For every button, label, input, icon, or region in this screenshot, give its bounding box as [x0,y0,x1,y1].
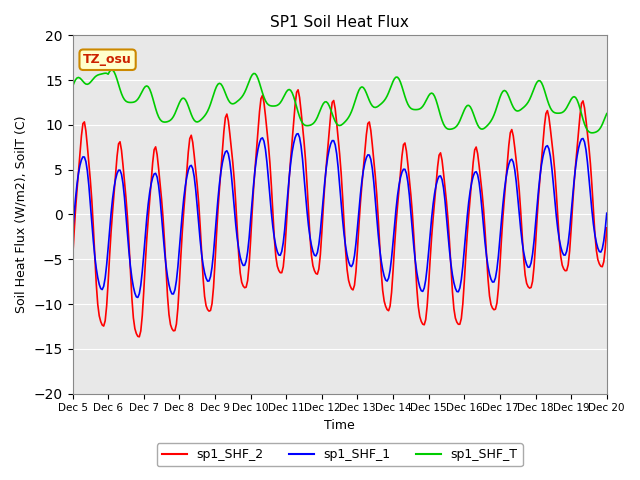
sp1_SHF_2 [406,177,413,182]
sp1_SHF_1 [134,295,141,300]
sp1_SHF_2 [84,144,92,149]
sp1_SHF_2 [294,87,302,93]
sp1_SHF_T [68,84,76,90]
sp1_SHF_2 [68,258,76,264]
sp1_SHF_T [108,67,115,73]
sp1_SHF_T [392,74,400,80]
sp1_SHF_1 [68,231,76,237]
sp1_SHF_T [374,103,382,109]
sp1_SHF_2 [136,334,143,340]
sp1_SHF_1 [394,193,401,199]
sp1_SHF_T [170,114,177,120]
sp1_SHF_T [603,111,611,117]
sp1_SHF_2 [376,243,383,249]
sp1_SHF_1 [376,246,383,252]
Line: sp1_SHF_1: sp1_SHF_1 [72,134,607,298]
sp1_SHF_1 [170,291,177,297]
sp1_SHF_2 [541,123,548,129]
Line: sp1_SHF_2: sp1_SHF_2 [72,90,607,337]
sp1_SHF_T [84,82,92,87]
Text: TZ_osu: TZ_osu [83,53,132,66]
sp1_SHF_T [539,83,547,89]
sp1_SHF_1 [541,147,548,153]
Y-axis label: Soil Heat Flux (W/m2), SoilT (C): Soil Heat Flux (W/m2), SoilT (C) [15,116,28,313]
sp1_SHF_T [404,101,412,107]
X-axis label: Time: Time [324,419,355,432]
sp1_SHF_1 [603,210,611,216]
sp1_SHF_T [588,130,596,136]
sp1_SHF_2 [394,204,401,209]
sp1_SHF_2 [603,225,611,231]
sp1_SHF_1 [84,168,92,174]
Legend: sp1_SHF_2, sp1_SHF_1, sp1_SHF_T: sp1_SHF_2, sp1_SHF_1, sp1_SHF_T [157,443,523,466]
sp1_SHF_1 [406,192,413,198]
Line: sp1_SHF_T: sp1_SHF_T [72,70,607,133]
sp1_SHF_2 [170,328,177,334]
sp1_SHF_1 [294,131,302,137]
Title: SP1 Soil Heat Flux: SP1 Soil Heat Flux [270,15,409,30]
